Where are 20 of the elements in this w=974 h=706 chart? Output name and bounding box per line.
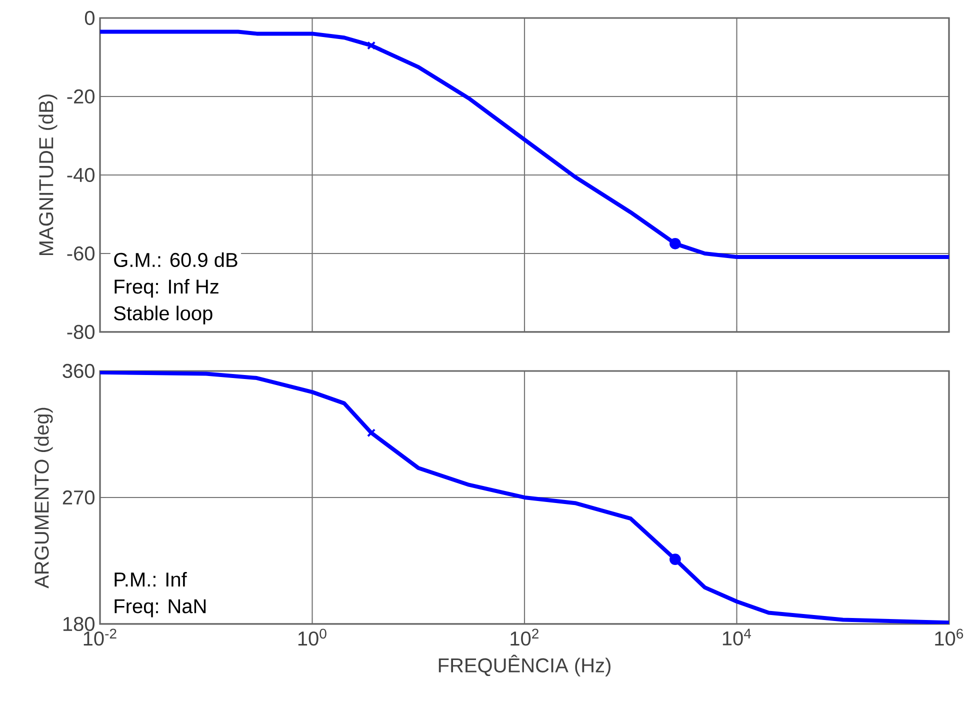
y-tick-label: 180	[63, 616, 94, 632]
y-tick-label: -40	[67, 168, 94, 182]
x-tick-label: 10$^{0}$	[298, 628, 326, 646]
y-tick-label: -60	[67, 246, 94, 261]
annotation: G.M.: 60.9 dB	[114, 252, 238, 268]
y-tick-label: -80	[67, 324, 94, 340]
y-tick-label: -20	[67, 89, 94, 104]
x-axis-title: FREQUÊNCIA (Hz)	[438, 654, 610, 676]
annotation: Freq: Inf Hz	[114, 279, 218, 298]
y-axis-title: MAGNITUDE (dB)	[38, 94, 58, 256]
annotation: P.M.: Inf	[114, 572, 187, 586]
annotation: Freq: NaN	[114, 599, 206, 618]
y-tick-label: 0	[84, 10, 94, 26]
y-tick-label: 270	[62, 490, 94, 505]
x-tick-label: 10$^{6}$	[935, 628, 964, 646]
x-tick-label: 10$^{4}$	[722, 628, 752, 646]
annotation: Stable loop	[114, 306, 212, 324]
y-tick-label: 360	[62, 364, 94, 378]
x-tick-label: 10$^{2}$	[510, 628, 538, 646]
y-axis-title: ARGUMENTO (deg)	[34, 408, 53, 588]
